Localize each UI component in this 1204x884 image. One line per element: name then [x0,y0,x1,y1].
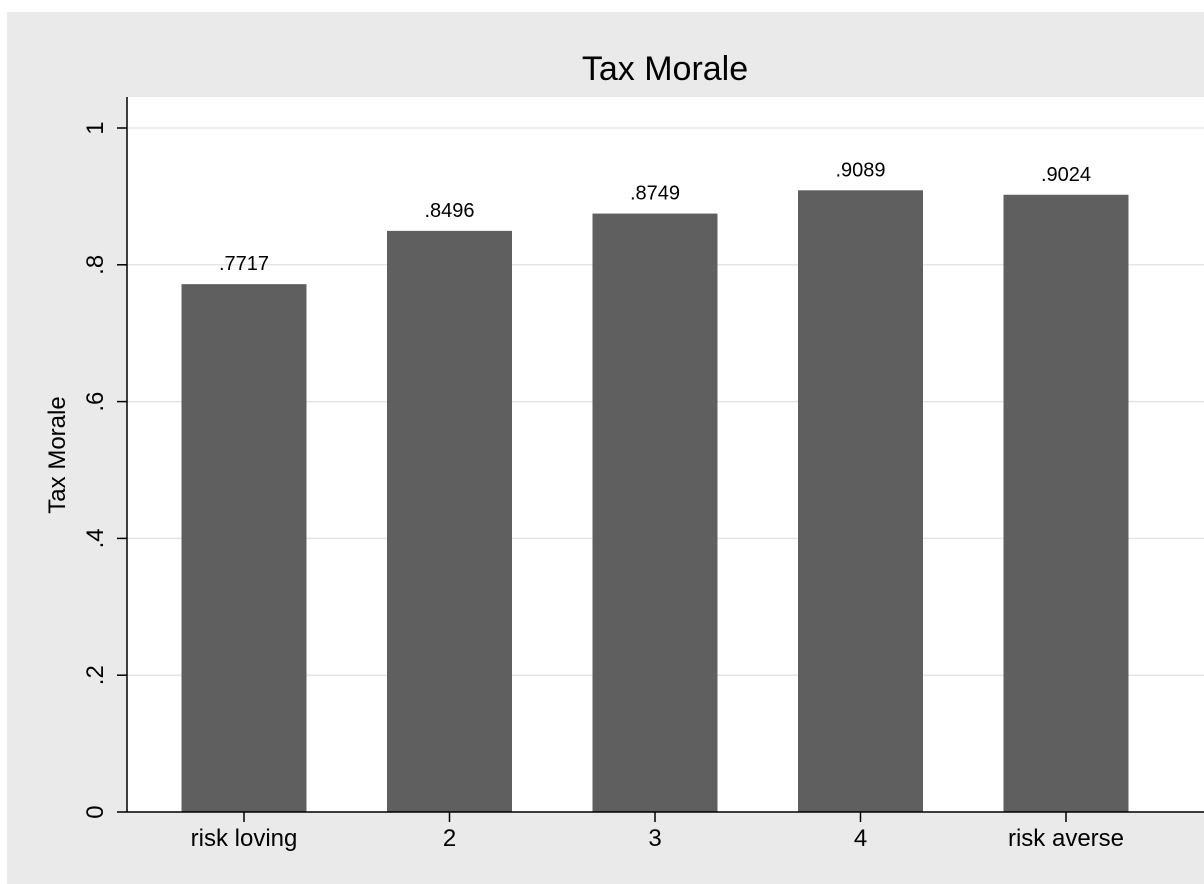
y-tick-label: 0 [82,805,109,818]
y-axis-ticks: 0 .2 .4 .6 .8 1 [82,121,127,819]
bar-value-label: .9089 [835,159,885,181]
bar-value-label: .9024 [1041,164,1091,186]
bar [592,213,718,812]
y-tick-label: .6 [82,392,109,412]
axes [126,97,1204,813]
bar [1003,194,1129,812]
x-tick-label: risk averse [1008,825,1124,852]
y-tick-label: 1 [82,121,109,134]
x-tick-label: 2 [443,825,456,852]
x-tick-label: 4 [854,825,867,852]
x-tick-label: risk loving [191,825,298,852]
bar [798,190,923,813]
bar [181,284,307,812]
bar-value-labels: .7717 .8496 .8749 .9089 .9024 [219,159,1091,275]
bar-value-label: .7717 [219,253,269,275]
bar-value-label: .8749 [630,183,680,205]
bar-value-label: .8496 [424,200,474,222]
x-axis-ticks: risk loving 2 3 4 risk averse [191,812,1124,852]
y-axis-label: Tax Morale [44,396,71,513]
bar [387,230,512,812]
y-tick-label: .2 [82,665,109,685]
y-tick-label: .8 [82,255,109,275]
x-tick-label: 3 [648,825,661,852]
y-tick-label: .4 [82,528,109,548]
bars [181,190,1129,813]
chart-title: Tax Morale [582,50,748,88]
